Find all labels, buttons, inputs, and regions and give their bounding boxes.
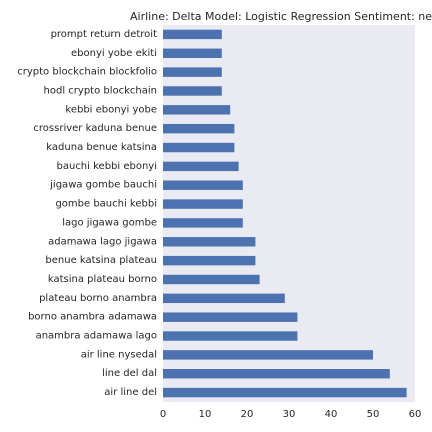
category-label: ebonyi yobe ekiti [71,48,157,59]
bar [163,199,243,209]
category-label: prompt return detroit [51,29,158,40]
chart-title: Airline: Delta Model: Logistic Regressio… [130,10,432,23]
bars-group [163,29,407,398]
bar [163,67,222,77]
bar [163,161,239,172]
category-label: katsina plateau borno [48,274,157,285]
bar [163,48,222,58]
bar [163,293,285,304]
category-label: anambra adamawa lago [36,331,157,342]
category-label: air line nysedal [81,349,157,360]
category-labels-group: prompt return detroit ebonyi yobe ekiti cr… [17,29,157,398]
category-label: plateau borno anambra [39,293,157,304]
category-label: lago jigawa gombe [62,217,157,228]
bar [163,387,407,398]
category-label: adamawa lago jigawa [48,236,157,247]
category-label: bauchi kebbi ebonyi [57,161,158,172]
bar [163,255,256,266]
bar [163,29,222,40]
bar [163,105,231,115]
x-tick-label: 20 [241,409,254,420]
category-label: line del dal [102,368,157,379]
category-label: crypto blockchain blockfolio [17,67,157,78]
bar [163,237,256,247]
plot-background [163,25,415,402]
category-label: kaduna benue katsina [46,142,157,153]
category-label: benue katsina plateau [45,255,157,266]
category-label: jigawa gombe bauchi [49,180,157,191]
category-label: hodl crypto blockchain [44,85,157,96]
x-tick-label: 40 [325,409,338,420]
bar [163,350,373,360]
bar [163,312,298,322]
x-tick-label: 0 [160,409,166,420]
bar [163,369,390,379]
bar [163,218,243,228]
bar [163,123,235,134]
x-tick-labels-group: 0 10 20 30 40 50 60 [160,409,422,420]
category-label: crossriver kaduna benue [33,123,157,134]
x-tick-label: 10 [199,409,212,420]
bar [163,274,260,285]
bar [163,142,235,153]
category-label: kebbi ebonyi yobe [65,104,157,115]
bar [163,86,222,96]
category-label: borno anambra adamawa [28,312,157,323]
bar [163,331,298,341]
x-tick-label: 30 [283,409,296,420]
category-label: gombe bauchi kebbi [55,199,157,210]
x-tick-label: 60 [409,409,422,420]
category-label: air line del [104,387,157,398]
bar [163,180,243,190]
x-tick-label: 50 [367,409,380,420]
